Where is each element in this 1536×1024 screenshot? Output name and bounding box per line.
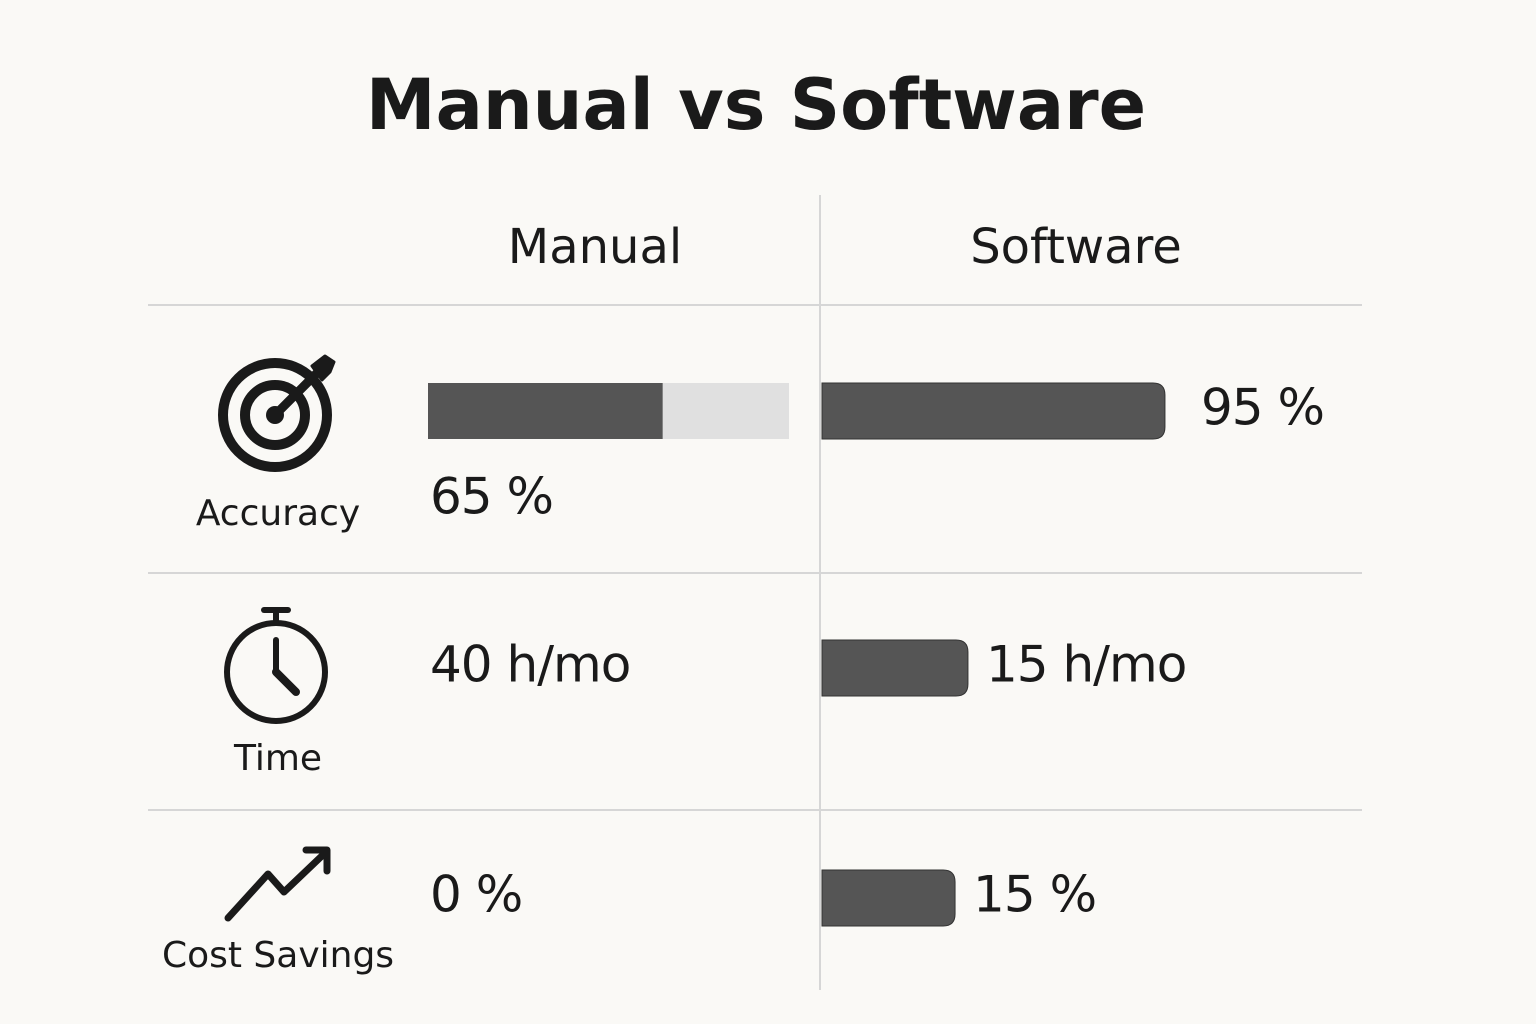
bar — [428, 383, 663, 439]
value-label: 65 % — [430, 468, 553, 526]
row-label: Time — [233, 738, 322, 779]
value-label: 15 h/mo — [986, 636, 1186, 694]
value-label: 95 % — [1201, 379, 1324, 437]
column-header: Software — [970, 219, 1182, 275]
value-label: 40 h/mo — [430, 636, 630, 694]
bar — [821, 869, 956, 927]
title: Manual vs Software — [366, 64, 1146, 146]
bar — [821, 639, 969, 697]
target-icon — [218, 354, 336, 472]
trend-icon — [224, 846, 331, 922]
row-label: Cost Savings — [162, 935, 394, 976]
stopwatch-icon — [224, 607, 328, 724]
value-label: 15 % — [973, 866, 1096, 924]
row-label: Accuracy — [196, 493, 360, 534]
bar — [821, 382, 1166, 440]
column-header: Manual — [508, 219, 682, 275]
value-label: 0 % — [430, 866, 522, 924]
